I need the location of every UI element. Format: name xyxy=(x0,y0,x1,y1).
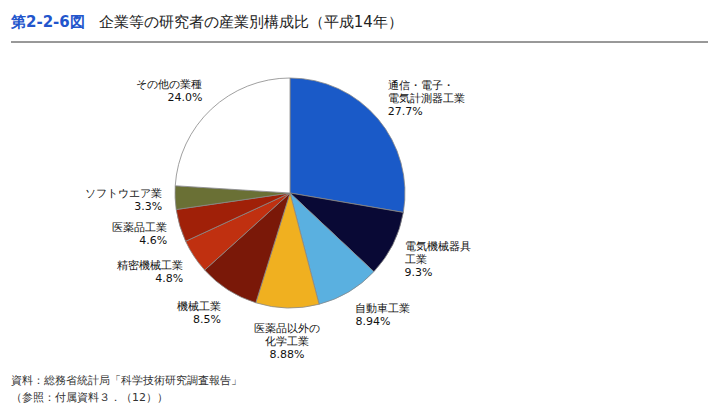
category-label-line: 化学工業 xyxy=(265,335,309,348)
data-label: 8.94% xyxy=(355,315,390,328)
footnote: 資料：総務省統計局「科学技術研究調査報告」 xyxy=(11,374,242,387)
category-label: 機械工業 xyxy=(177,300,221,313)
title: 第2-2-6図 xyxy=(10,13,85,31)
category-label: 自動車工業 xyxy=(355,302,410,315)
category-label: 通信・電子・電気計測器工業 xyxy=(388,79,465,105)
category-label-line: 医薬品工業 xyxy=(112,221,167,234)
data-label: 27.7% xyxy=(388,105,423,118)
pie xyxy=(175,78,405,308)
data-label: 9.3% xyxy=(405,266,433,279)
data-label: 8.5% xyxy=(193,313,221,326)
category-label-line: 自動車工業 xyxy=(355,302,410,315)
slice-labels: 通信・電子・電気計測器工業27.7% 電気機械器具工業9.3% 自動車工業8.94%… xyxy=(85,78,471,361)
footnote: （参照：付属資料３．（12）） xyxy=(11,391,168,404)
chart: 第2-2-6図企業等の研究者の産業別構成比（平成14年） 通信・電子・電気計測器工… xyxy=(0,0,719,407)
category-label-line: ソフトウエア業 xyxy=(85,187,162,200)
data-label: 4.6% xyxy=(139,234,167,247)
category-label: 医薬品以外の化学工業 xyxy=(254,322,320,348)
category-label-line: 医薬品以外の xyxy=(254,322,320,335)
category-label: ソフトウエア業 xyxy=(85,187,162,200)
category-label: 医薬品工業 xyxy=(112,221,167,234)
category-label: 電気機械器具工業 xyxy=(405,240,471,266)
category-label-line: 精密機械工業 xyxy=(117,259,183,272)
category-label-line: 電気機械器具 xyxy=(405,240,471,253)
category-label: その他の業種 xyxy=(136,78,202,91)
category-label-line: その他の業種 xyxy=(136,78,202,91)
subtitle: 企業等の研究者の産業別構成比（平成14年） xyxy=(99,13,403,31)
category-label-line: 工業 xyxy=(405,253,427,266)
data-label: 8.88% xyxy=(270,348,305,361)
data-label: 4.8% xyxy=(155,272,183,285)
category-label: 精密機械工業 xyxy=(117,259,183,272)
title-rule xyxy=(11,42,708,43)
category-label-line: 通信・電子・ xyxy=(388,79,454,92)
data-label: 3.3% xyxy=(134,200,162,213)
category-label-line: 機械工業 xyxy=(177,300,221,313)
data-label: 24.0% xyxy=(167,91,202,104)
category-label-line: 電気計測器工業 xyxy=(388,92,465,105)
